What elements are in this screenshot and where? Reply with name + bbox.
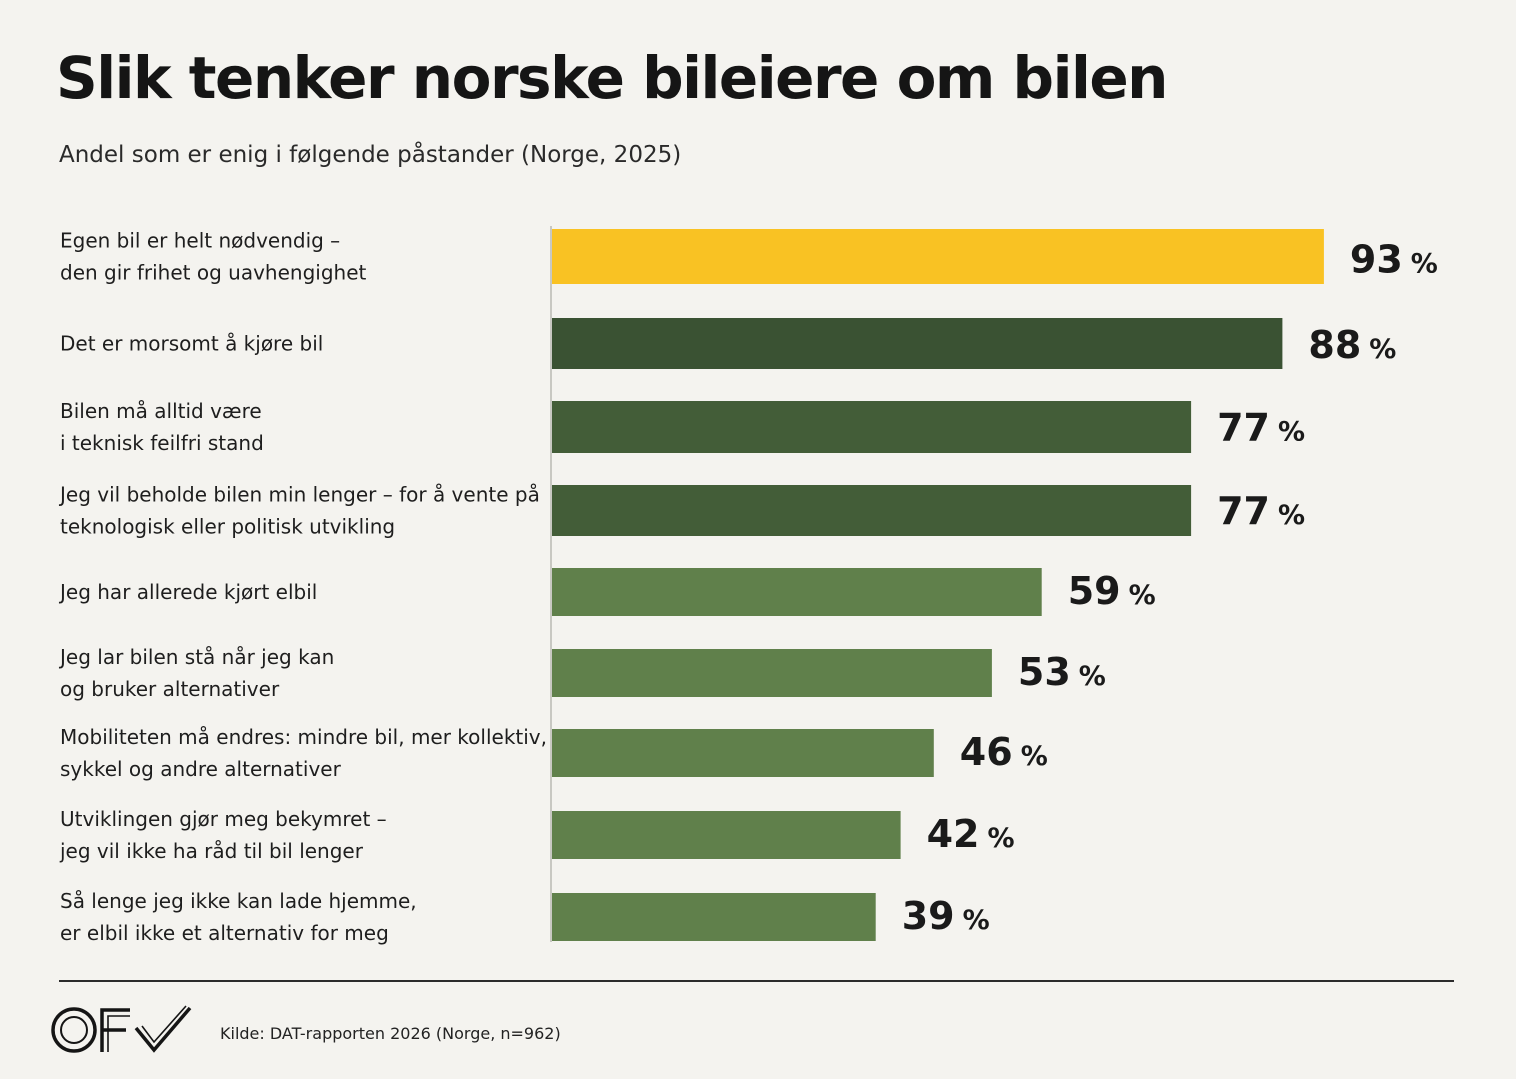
- value-number: 39: [902, 894, 955, 938]
- category-label-7: Mobiliteten må endres: mindre bil, mer k…: [60, 725, 547, 781]
- category-label-5: Jeg har allerede kjørt elbil: [58, 580, 317, 604]
- value-label-3: 77%: [1217, 406, 1305, 450]
- bar-6: [552, 649, 992, 697]
- category-label-line: Jeg vil beholde bilen min lenger – for å…: [58, 483, 540, 507]
- bar-9: [552, 893, 876, 941]
- category-label-line: Det er morsomt å kjøre bil: [60, 332, 323, 356]
- value-label-2: 88%: [1308, 323, 1396, 367]
- bar-8: [552, 811, 901, 859]
- source-note: Kilde: DAT-rapporten 2026 (Norge, n=962): [220, 1024, 561, 1043]
- category-label-9: Så lenge jeg ikke kan lade hjemme, er elb…: [60, 889, 417, 945]
- category-label-1: Egen bil er helt nødvendig – den gir frih…: [60, 229, 367, 285]
- value-unit: %: [1278, 417, 1305, 448]
- category-label-3: Bilen må alltid være i teknisk feilfri st…: [60, 399, 264, 455]
- value-unit: %: [1021, 741, 1048, 772]
- chart-title: Slik tenker norske bileiere om bilen: [56, 44, 1168, 112]
- value-label-4: 77%: [1217, 489, 1305, 533]
- bar-3: [552, 401, 1192, 453]
- of-logo: [51, 1005, 192, 1053]
- category-label-4: Jeg vil beholde bilen min lenger – for å…: [58, 483, 540, 539]
- value-number: 77: [1217, 489, 1270, 533]
- category-label-2: Det er morsomt å kjøre bil: [60, 332, 323, 356]
- category-label-line: Utviklingen gjør meg bekymret –: [60, 807, 387, 831]
- footer-divider: [59, 980, 1454, 982]
- value-label-7: 46%: [960, 730, 1048, 774]
- category-label-line: Bilen må alltid være: [60, 399, 262, 423]
- value-number: 93: [1350, 237, 1403, 281]
- value-label-8: 42%: [927, 812, 1015, 856]
- category-label-line: Så lenge jeg ikke kan lade hjemme,: [60, 889, 417, 913]
- bar-2: [552, 318, 1283, 369]
- value-number: 59: [1068, 569, 1121, 613]
- chart-subtitle: Andel som er enig i følgende påstander (…: [59, 142, 682, 168]
- value-unit: %: [1079, 661, 1106, 692]
- value-number: 88: [1308, 323, 1361, 367]
- category-label-line: Egen bil er helt nødvendig –: [60, 229, 340, 253]
- bar-chart: Egen bil er helt nødvendig – den gir frih…: [58, 226, 1438, 945]
- category-label-line: teknologisk eller politisk utvikling: [60, 515, 395, 539]
- category-label-line: sykkel og andre alternativer: [60, 757, 342, 781]
- bar-4: [552, 485, 1192, 536]
- category-label-6: Jeg lar bilen stå når jeg kan og bruker a…: [58, 645, 334, 701]
- category-label-line: Jeg lar bilen stå når jeg kan: [58, 645, 334, 669]
- value-unit: %: [1411, 248, 1438, 279]
- category-label-line: Jeg har allerede kjørt elbil: [58, 580, 317, 604]
- value-label-6: 53%: [1018, 650, 1106, 694]
- category-label-line: Mobiliteten må endres: mindre bil, mer k…: [60, 725, 547, 749]
- category-label-line: jeg vil ikke ha råd til bil lenger: [59, 839, 364, 863]
- bar-5: [552, 568, 1042, 616]
- category-label-line: og bruker alternativer: [60, 677, 280, 701]
- value-unit: %: [963, 905, 990, 936]
- value-unit: %: [1369, 334, 1396, 365]
- value-number: 42: [927, 812, 980, 856]
- value-number: 53: [1018, 650, 1071, 694]
- value-label-1: 93%: [1350, 237, 1438, 281]
- value-unit: %: [987, 823, 1014, 854]
- value-unit: %: [1129, 580, 1156, 611]
- value-label-9: 39%: [902, 894, 990, 938]
- value-unit: %: [1278, 500, 1305, 531]
- category-label-line: er elbil ikke et alternativ for meg: [60, 921, 389, 945]
- value-label-5: 59%: [1068, 569, 1156, 613]
- category-label-line: i teknisk feilfri stand: [60, 431, 264, 455]
- bar-1: [552, 229, 1324, 284]
- category-label-line: den gir frihet og uavhengighet: [60, 261, 367, 285]
- category-label-8: Utviklingen gjør meg bekymret – jeg vil i…: [59, 807, 387, 863]
- value-number: 77: [1217, 406, 1270, 450]
- value-number: 46: [960, 730, 1013, 774]
- bar-7: [552, 729, 934, 777]
